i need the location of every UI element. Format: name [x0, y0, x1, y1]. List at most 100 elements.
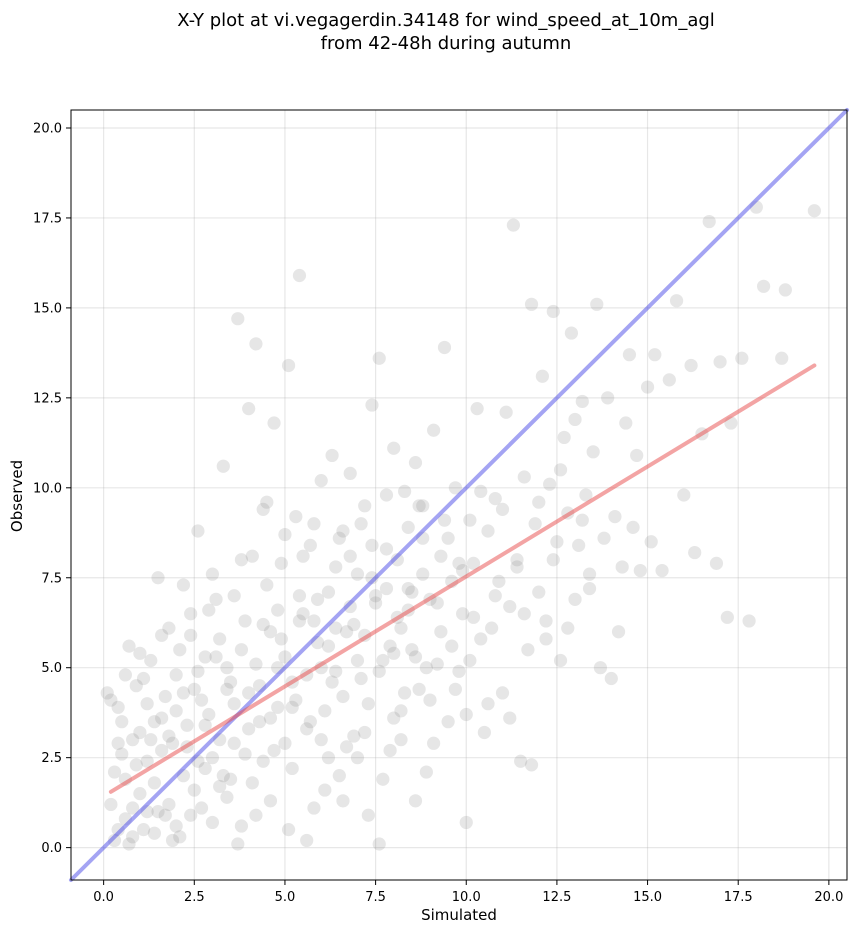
data-point [260, 578, 274, 592]
data-point [321, 585, 336, 599]
data-point [198, 761, 212, 776]
data-point [256, 617, 270, 632]
data-point [503, 711, 517, 725]
data-point [477, 725, 491, 740]
y-tick-label: 2.5 [41, 751, 62, 766]
data-point [379, 488, 394, 502]
data-point [608, 509, 622, 524]
data-point [528, 517, 542, 531]
data-point [343, 549, 357, 563]
data-point [372, 837, 386, 851]
data-point [481, 524, 495, 538]
data-point [485, 621, 499, 635]
data-point [474, 632, 488, 646]
data-point [329, 621, 343, 635]
data-point [216, 769, 230, 783]
data-point [517, 607, 531, 621]
data-point [107, 765, 122, 779]
data-point [604, 671, 618, 686]
data-point [144, 653, 158, 668]
data-point [300, 722, 314, 736]
data-point [187, 682, 201, 696]
data-point [466, 556, 481, 570]
data-point [213, 632, 227, 646]
data-point [622, 348, 637, 362]
data-point [354, 517, 368, 531]
data-point [521, 643, 535, 657]
y-axis-label: Observed [8, 460, 26, 532]
data-point [343, 466, 357, 481]
data-point [140, 754, 154, 768]
data-point [314, 474, 328, 488]
data-point [169, 668, 183, 682]
data-point [245, 549, 259, 563]
data-point [669, 294, 684, 308]
data-point [437, 340, 452, 355]
data-point [593, 661, 608, 675]
data-point [194, 801, 209, 815]
data-point [564, 326, 579, 340]
data-point [383, 639, 397, 653]
data-point [205, 815, 220, 830]
data-point [122, 639, 136, 653]
data-point [401, 520, 415, 534]
data-point [234, 643, 249, 657]
data-point [307, 801, 321, 815]
data-point [205, 751, 220, 765]
data-point [709, 556, 724, 570]
data-point [419, 765, 433, 779]
data-point [347, 729, 361, 743]
data-point [242, 686, 256, 700]
data-point [350, 653, 365, 668]
data-point [640, 380, 655, 394]
y-tick-label: 17.5 [33, 211, 62, 226]
data-point [408, 794, 423, 808]
data-point [271, 603, 285, 617]
data-point [104, 693, 118, 707]
data-point [553, 463, 568, 477]
data-point [365, 571, 379, 585]
data-point [470, 402, 484, 416]
x-tick-label: 5.0 [275, 890, 296, 905]
data-point [408, 650, 423, 664]
data-point [129, 679, 143, 693]
y-tick-label: 12.5 [33, 391, 62, 406]
data-point [231, 837, 245, 851]
data-point [147, 826, 162, 840]
data-point [419, 661, 433, 675]
data-point [412, 682, 426, 696]
data-point [245, 776, 259, 790]
data-point [155, 628, 169, 642]
data-point [292, 614, 307, 628]
data-point [220, 790, 234, 804]
x-axis-label: Simulated [421, 906, 497, 924]
data-point [216, 459, 230, 473]
data-point [390, 553, 404, 567]
data-point [296, 607, 310, 621]
data-point [590, 297, 604, 311]
data-point [579, 488, 593, 502]
data-point [278, 650, 292, 664]
data-point [202, 707, 216, 722]
data-point [456, 607, 470, 621]
data-point [292, 268, 307, 283]
data-point [274, 556, 288, 570]
data-point [213, 779, 227, 794]
data-point [263, 794, 278, 808]
data-point [365, 398, 379, 412]
data-point [249, 337, 263, 351]
data-point [289, 693, 303, 707]
data-point [456, 563, 470, 578]
data-point [412, 499, 426, 513]
data-point [448, 682, 462, 696]
data-point [307, 614, 321, 628]
data-point [630, 448, 644, 463]
data-point [688, 545, 702, 560]
data-point [655, 563, 669, 578]
data-point [281, 823, 296, 837]
data-point [155, 711, 169, 725]
data-point [242, 722, 256, 736]
data-point [220, 682, 234, 696]
data-point [561, 621, 575, 635]
data-point [376, 653, 390, 668]
